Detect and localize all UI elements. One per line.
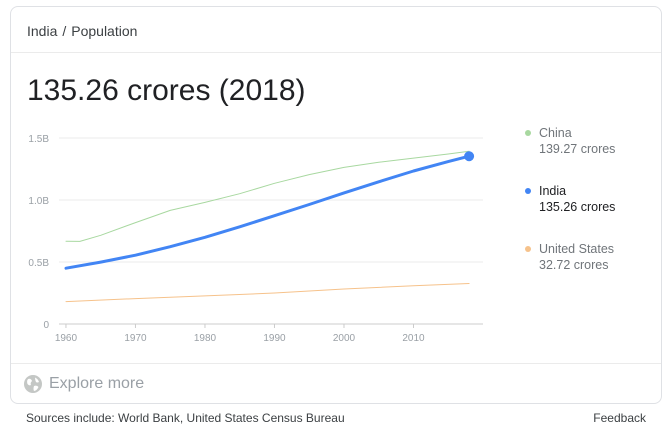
- breadcrumb-separator: /: [62, 23, 67, 39]
- x-tick-label: 2000: [333, 333, 356, 344]
- divider-bottom: [11, 363, 661, 364]
- x-tick-label: 2010: [402, 333, 425, 344]
- legend-item-united-states[interactable]: United States 32.72 crores: [525, 241, 655, 299]
- x-tick-label: 1990: [263, 333, 286, 344]
- population-headline: 135.26 crores (2018): [27, 74, 306, 107]
- breadcrumb-current: Population: [71, 23, 138, 39]
- x-tick-label: 1970: [124, 333, 147, 344]
- divider-top: [11, 52, 661, 53]
- globe-icon: [24, 375, 42, 393]
- legend-value-china: 139.27 crores: [539, 142, 616, 156]
- y-tick-label: 0: [43, 320, 49, 331]
- y-tick-label: 1.0B: [28, 196, 49, 207]
- legend-item-china[interactable]: China 139.27 crores: [525, 125, 655, 183]
- sources-text: Sources include: World Bank, United Stat…: [26, 411, 345, 425]
- legend-name-china: China: [539, 126, 572, 140]
- legend-dot-china: [525, 130, 531, 136]
- y-tick-label: 1.5B: [28, 134, 49, 145]
- population-chart[interactable]: 0 0.5B 1.0B 1.5B 1960 1970 1980 1990 2000 2010: [11, 117, 511, 347]
- y-tick-label: 0.5B: [28, 258, 49, 269]
- series-line-china: [65, 150, 470, 242]
- legend-value-united-states: 32.72 crores: [539, 258, 609, 272]
- legend-dot-india: [525, 188, 531, 194]
- series-point-india-2018: [464, 151, 475, 162]
- legend-dot-united-states: [525, 246, 531, 252]
- explore-more-label: Explore more: [49, 375, 145, 392]
- series-line-india: [64, 154, 471, 270]
- breadcrumb-india-link[interactable]: India: [27, 23, 58, 39]
- legend-name-india: India: [539, 184, 567, 198]
- feedback-link[interactable]: Feedback: [593, 411, 646, 425]
- x-tick-label: 1960: [55, 333, 78, 344]
- legend-value-india: 135.26 crores: [539, 200, 616, 214]
- explore-more-button[interactable]: Explore more: [23, 371, 144, 397]
- series-line-united-states: [65, 283, 470, 303]
- x-tick-label: 1980: [194, 333, 217, 344]
- legend-name-united-states: United States: [539, 242, 615, 256]
- chart-legend: China 139.27 crores India 135.26 crores …: [525, 125, 655, 299]
- legend-item-india[interactable]: India 135.26 crores: [525, 183, 655, 241]
- breadcrumb: India / Population: [27, 21, 137, 41]
